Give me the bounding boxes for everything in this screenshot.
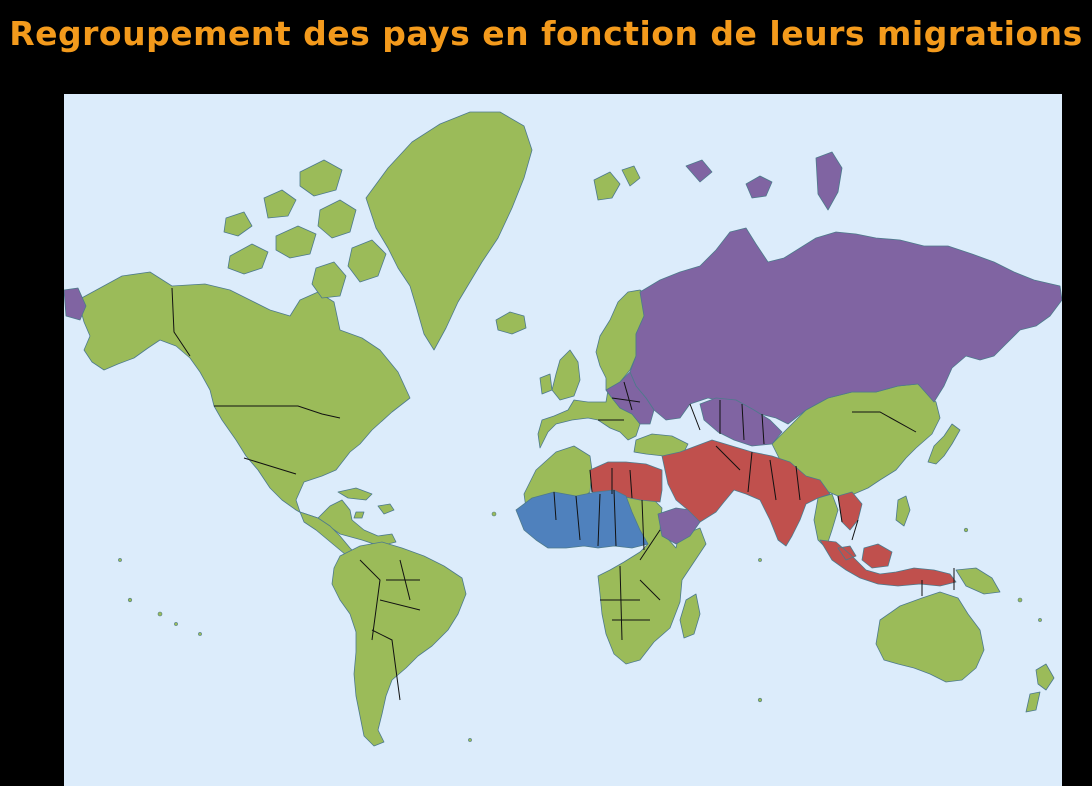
world-map-svg: [64, 94, 1062, 786]
green-group: [77, 111, 1055, 747]
iceland: [495, 311, 527, 335]
japan: [927, 423, 961, 465]
southeast-asia: [813, 493, 839, 549]
south-america: [331, 541, 467, 747]
middle-east: [661, 439, 831, 547]
new-zealand: [1025, 663, 1055, 713]
map-title: Regroupement des pays en fonction de leu…: [9, 14, 1083, 53]
alaska-tip: [64, 287, 87, 321]
arctic-islands: [223, 159, 387, 299]
british-isles: [539, 349, 581, 401]
australia: [875, 591, 985, 683]
eastern-europe: [605, 371, 655, 425]
madagascar: [679, 593, 701, 639]
small-islands: [118, 511, 1042, 742]
red-group: [589, 439, 957, 587]
purple-group: [64, 151, 1062, 545]
papua: [955, 567, 1001, 595]
world-map: [64, 94, 1062, 786]
indonesia: [819, 539, 957, 587]
philippines: [895, 495, 911, 527]
russia: [629, 227, 1062, 425]
ethiopia: [657, 507, 701, 545]
greenland: [365, 111, 533, 351]
north-america: [77, 271, 411, 547]
caribbean: [337, 487, 395, 519]
country-borders: [171, 287, 955, 701]
svalbard: [593, 165, 641, 201]
russia-arctic-islands: [685, 151, 843, 211]
